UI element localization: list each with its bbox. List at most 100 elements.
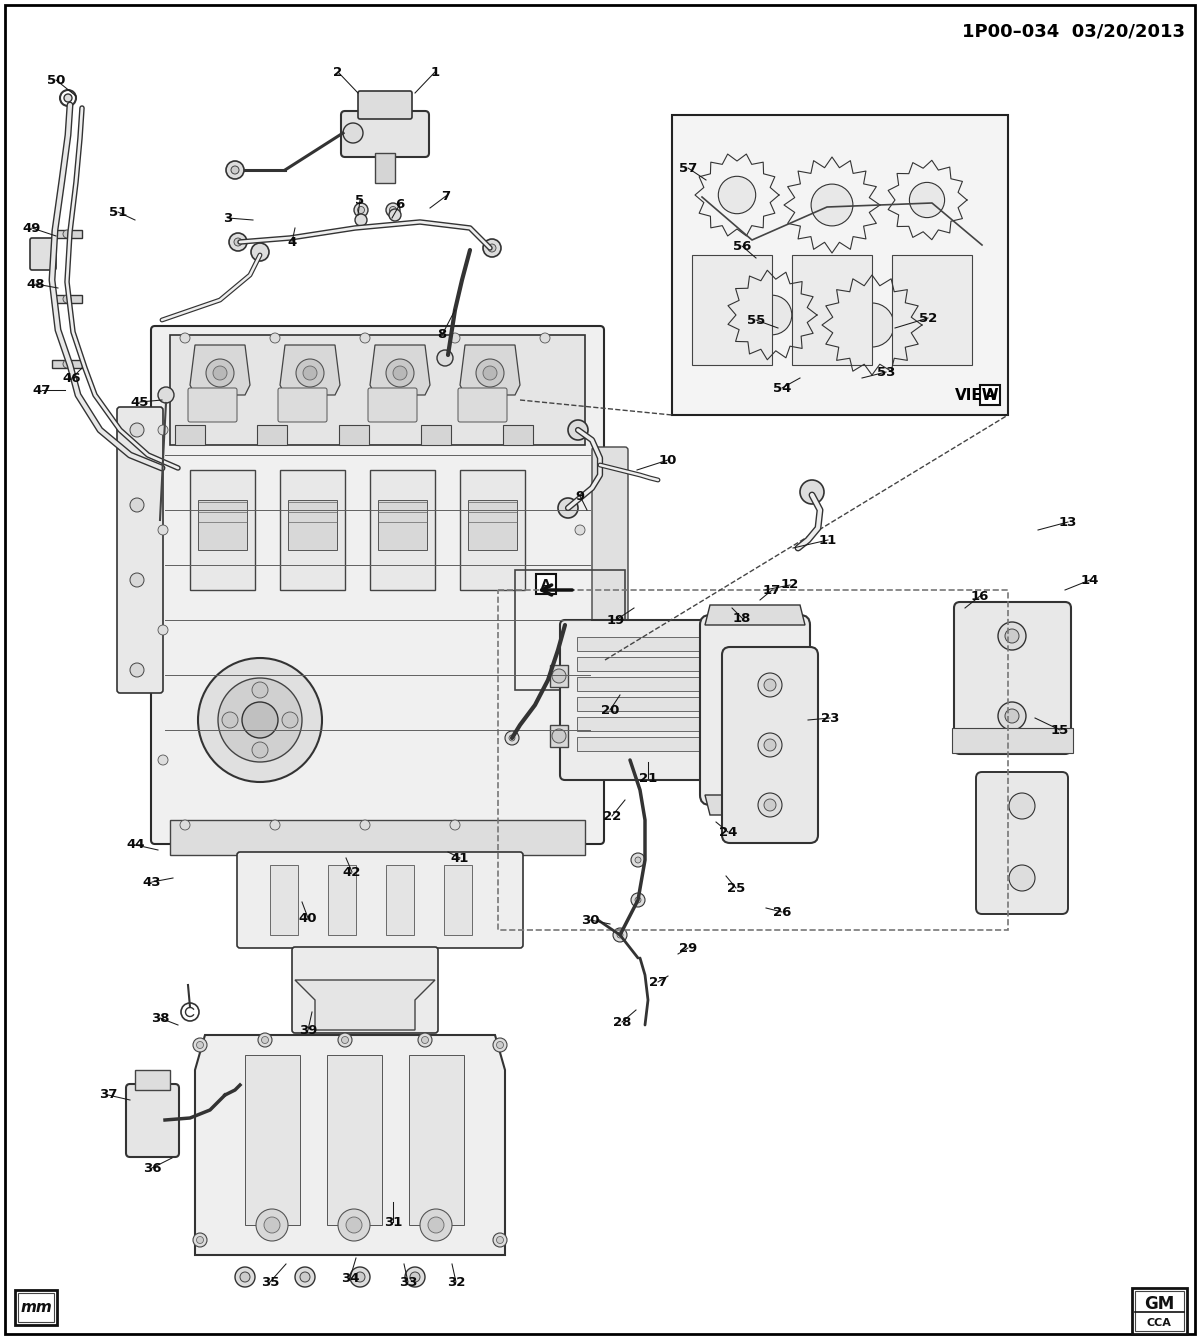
Circle shape: [235, 1267, 256, 1287]
Circle shape: [497, 1042, 504, 1048]
Bar: [498, 590, 1008, 931]
Circle shape: [493, 1038, 508, 1052]
Bar: [692, 254, 772, 366]
Circle shape: [158, 755, 168, 765]
Circle shape: [410, 1272, 420, 1281]
Circle shape: [64, 230, 71, 238]
Circle shape: [811, 183, 853, 226]
Circle shape: [264, 1217, 280, 1233]
Text: 35: 35: [260, 1276, 280, 1288]
Circle shape: [358, 206, 365, 213]
Circle shape: [226, 161, 244, 179]
Text: A: A: [985, 388, 995, 402]
Bar: [792, 254, 872, 366]
FancyBboxPatch shape: [560, 620, 745, 781]
Text: 39: 39: [299, 1023, 317, 1036]
FancyBboxPatch shape: [292, 947, 438, 1032]
Text: 7: 7: [442, 190, 450, 202]
Circle shape: [270, 333, 280, 343]
Circle shape: [252, 742, 268, 758]
Text: mm: mm: [20, 1300, 52, 1315]
Circle shape: [428, 1217, 444, 1233]
FancyBboxPatch shape: [368, 388, 418, 422]
Bar: [270, 865, 298, 935]
Polygon shape: [194, 1035, 505, 1255]
FancyBboxPatch shape: [700, 615, 810, 805]
Polygon shape: [706, 605, 805, 625]
Bar: [328, 865, 356, 935]
Circle shape: [497, 1236, 504, 1244]
Circle shape: [252, 682, 268, 698]
Text: 21: 21: [638, 771, 658, 785]
Circle shape: [476, 359, 504, 387]
Bar: [170, 819, 586, 856]
Bar: [577, 657, 728, 671]
Circle shape: [488, 244, 496, 252]
Text: 44: 44: [127, 838, 145, 852]
Circle shape: [558, 498, 578, 518]
Circle shape: [450, 333, 460, 343]
Text: 18: 18: [733, 612, 751, 624]
Polygon shape: [295, 980, 436, 1030]
Circle shape: [420, 1209, 452, 1241]
Circle shape: [300, 1272, 310, 1281]
FancyBboxPatch shape: [238, 852, 523, 948]
Text: 3: 3: [223, 212, 233, 225]
Circle shape: [998, 702, 1026, 730]
Text: 25: 25: [727, 881, 745, 894]
Circle shape: [745, 700, 766, 720]
Circle shape: [198, 657, 322, 782]
Circle shape: [1009, 865, 1034, 890]
Circle shape: [270, 819, 280, 830]
Text: 45: 45: [131, 395, 149, 408]
Bar: [370, 470, 436, 590]
Bar: [340, 424, 370, 445]
Circle shape: [251, 242, 269, 261]
Circle shape: [482, 238, 502, 257]
FancyBboxPatch shape: [341, 111, 430, 157]
Text: 56: 56: [733, 240, 751, 253]
Circle shape: [282, 712, 298, 728]
Bar: [288, 499, 337, 550]
Circle shape: [386, 359, 414, 387]
Circle shape: [295, 1267, 314, 1287]
FancyBboxPatch shape: [976, 773, 1068, 915]
Circle shape: [158, 424, 168, 435]
Circle shape: [180, 333, 190, 343]
Circle shape: [631, 893, 646, 907]
Circle shape: [130, 663, 144, 678]
Circle shape: [230, 166, 239, 174]
Circle shape: [130, 573, 144, 586]
Bar: [280, 470, 346, 590]
FancyBboxPatch shape: [458, 388, 508, 422]
Circle shape: [418, 1032, 432, 1047]
Circle shape: [343, 123, 364, 143]
Text: 15: 15: [1051, 723, 1069, 736]
Bar: [503, 424, 533, 445]
Circle shape: [850, 303, 894, 347]
Bar: [515, 570, 625, 690]
Circle shape: [193, 1233, 208, 1247]
Text: 36: 36: [143, 1161, 161, 1174]
Circle shape: [552, 728, 566, 743]
Circle shape: [222, 712, 238, 728]
Bar: [52, 295, 82, 303]
Circle shape: [575, 424, 586, 435]
Text: 17: 17: [763, 584, 781, 596]
Circle shape: [437, 349, 454, 366]
Text: 13: 13: [1058, 516, 1078, 529]
Circle shape: [218, 678, 302, 762]
Circle shape: [355, 1272, 365, 1281]
FancyBboxPatch shape: [188, 388, 238, 422]
Circle shape: [338, 1209, 370, 1241]
Bar: [1132, 1288, 1187, 1334]
Circle shape: [764, 799, 776, 811]
Text: 52: 52: [919, 312, 937, 324]
Circle shape: [910, 182, 944, 218]
Circle shape: [998, 623, 1026, 649]
Text: 43: 43: [143, 876, 161, 889]
Circle shape: [764, 679, 776, 691]
Bar: [672, 115, 1008, 415]
Text: 8: 8: [437, 328, 446, 341]
Bar: [374, 153, 395, 183]
